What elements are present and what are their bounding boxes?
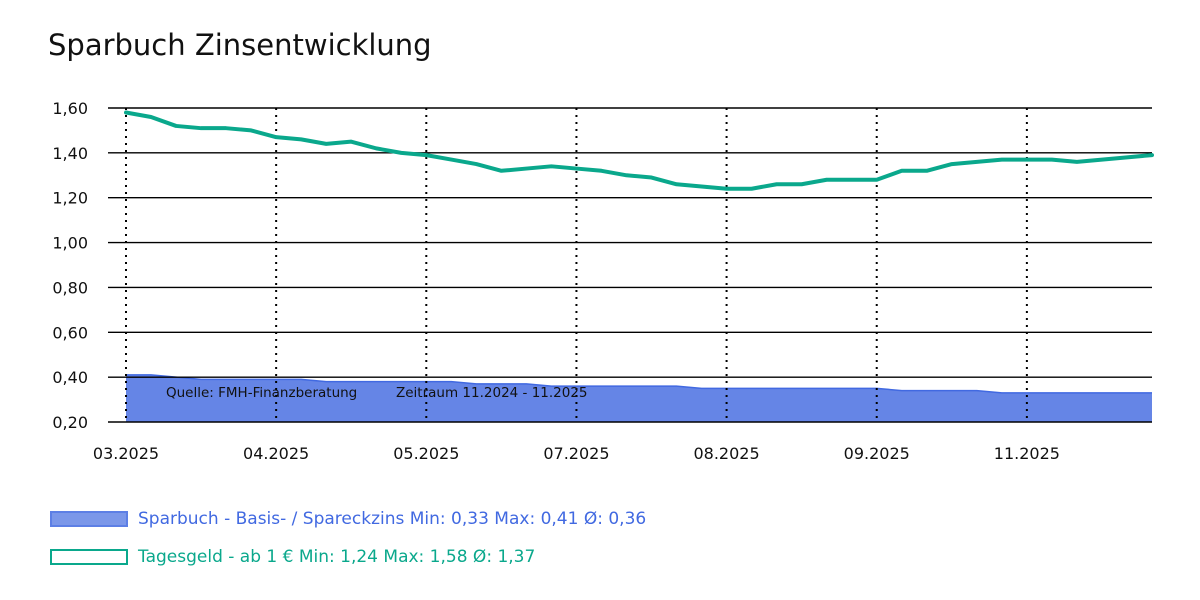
y-tick-label: 1,20 — [52, 189, 88, 208]
y-tick-label: 1,00 — [52, 234, 88, 253]
x-tick-label: 04.2025 — [243, 444, 309, 463]
y-tick-label: 0,60 — [52, 323, 88, 342]
legend-item-tagesgeld[interactable]: Tagesgeld - ab 1 € Min: 1,24 Max: 1,58 Ø… — [50, 538, 646, 576]
legend-label-tagesgeld: Tagesgeld - ab 1 € Min: 1,24 Max: 1,58 Ø… — [138, 547, 536, 567]
y-tick-label: 0,80 — [52, 278, 88, 297]
chart-title: Sparbuch Zinsentwicklung — [48, 28, 432, 62]
annotation-source: Quelle: FMH-Finanzberatung — [166, 385, 357, 401]
x-tick-label: 03.2025 — [93, 444, 159, 463]
legend-item-sparbuch[interactable]: Sparbuch - Basis- / Spareckzins Min: 0,3… — [50, 500, 646, 538]
legend: Sparbuch - Basis- / Spareckzins Min: 0,3… — [50, 500, 646, 576]
y-tick-label: 1,60 — [52, 99, 88, 118]
legend-swatch-sparbuch — [50, 511, 128, 527]
x-tick-label: 08.2025 — [693, 444, 759, 463]
x-tick-label: 09.2025 — [844, 444, 910, 463]
series-area-sparbuch — [126, 374, 1152, 422]
series-line-tagesgeld — [124, 110, 1154, 191]
annotation-period: Zeitraum 11.2024 - 11.2025 — [396, 385, 588, 401]
y-tick-label: 0,40 — [52, 368, 88, 387]
y-tick-label: 1,40 — [52, 144, 88, 163]
plot-area: 0,20 0,40 0,60 0,80 1,00 1,20 1,40 1,60 03.2025 0… — [52, 99, 1154, 463]
legend-swatch-tagesgeld — [50, 549, 128, 565]
x-tick-label: 05.2025 — [393, 444, 459, 463]
x-tick-label: 11.2025 — [994, 444, 1060, 463]
series-line-sparbuch — [126, 374, 1152, 394]
x-tick-label: 07.2025 — [543, 444, 609, 463]
y-tick-label: 0,20 — [52, 413, 88, 432]
legend-label-sparbuch: Sparbuch - Basis- / Spareckzins Min: 0,3… — [138, 509, 647, 529]
